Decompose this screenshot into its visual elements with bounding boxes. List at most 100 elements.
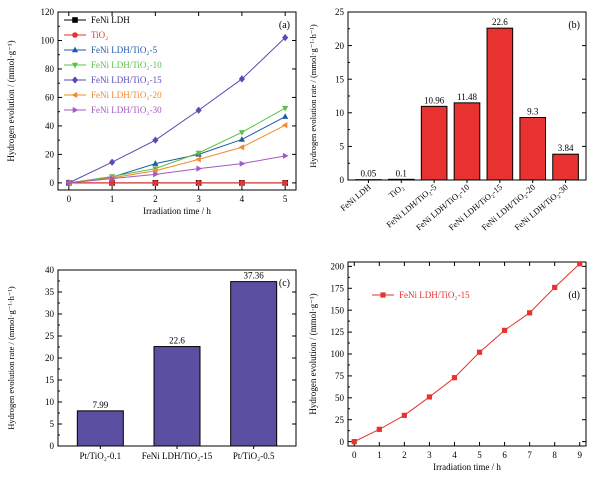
legend-label: FeNi LDH/TiO₂-30 — [91, 105, 162, 115]
panel-label: (d) — [568, 290, 580, 301]
panel-a-line-chart: 0 20 40 60 80 100 120 0 1 2 3 4 5 Irradiation time / … — [6, 7, 297, 216]
y-axis-label: Hydrogen evolution rate / (mmol·g⁻¹·h⁻¹) — [308, 24, 318, 168]
y-tick-label: 0 — [340, 175, 345, 185]
bar — [519, 117, 547, 181]
data-point — [282, 33, 289, 42]
y-tick-label: 0 — [50, 441, 55, 451]
y-tick-label: 10 — [335, 108, 345, 118]
legend-entry: FeNi LDH/TiO₂-20 — [64, 90, 162, 100]
x-tick-label: 4 — [240, 194, 245, 204]
y-tick-label: 40 — [45, 121, 55, 131]
legend-entry: FeNi LDH/TiO₂-15 — [372, 290, 470, 300]
bar-value-label: 22.6 — [492, 17, 508, 27]
data-point — [152, 180, 159, 186]
y-tick-label: 20 — [335, 41, 345, 51]
series-6 — [66, 152, 289, 186]
legend-label: FeNi LDH/TiO₂-10 — [91, 60, 162, 70]
data-point — [351, 439, 357, 445]
data-point — [281, 122, 288, 129]
data-point — [282, 113, 289, 119]
data-point — [152, 160, 159, 166]
data-point — [239, 180, 245, 186]
data-point — [282, 105, 289, 112]
series-line — [68, 124, 286, 184]
x-tick-label: 9 — [577, 450, 582, 460]
bar-value-label: 37.36 — [244, 271, 265, 281]
x-tick-label: 7 — [527, 450, 532, 460]
bar — [230, 281, 278, 447]
data-point — [376, 426, 382, 432]
data-point — [451, 375, 458, 381]
y-tick-label: 120 — [41, 7, 55, 17]
data-point — [196, 165, 202, 172]
legend-marker — [72, 32, 78, 38]
x-tick-label: 5 — [477, 450, 482, 460]
data-point — [195, 150, 202, 157]
bar-value-label: 0.05 — [361, 169, 377, 179]
bar — [552, 153, 579, 181]
bar-value-label: 9.3 — [527, 107, 539, 117]
legend-entry: FeNi LDH/TiO₂-10 — [64, 60, 162, 70]
y-tick-label: 0 — [50, 178, 55, 188]
series-1 — [66, 180, 288, 186]
plot-frame — [57, 11, 297, 191]
y-tick-label: 35 — [45, 287, 55, 297]
data-point — [577, 261, 583, 267]
legend-entry: TiO₂ — [64, 30, 108, 40]
bar — [453, 102, 481, 181]
legend-marker — [71, 46, 79, 53]
series-line — [354, 263, 581, 443]
y-tick-label: 25 — [335, 415, 345, 425]
y-tick-label: 25 — [335, 7, 345, 17]
legend-label: FeNi LDH/TiO₂-15 — [91, 75, 162, 85]
y-tick-label: 0 — [340, 437, 345, 447]
x-tick-label: 1 — [110, 194, 115, 204]
data-point — [239, 160, 246, 167]
y-tick-label: 10 — [45, 397, 55, 407]
y-tick-label: 75 — [335, 371, 345, 381]
data-point — [401, 412, 407, 418]
series-2 — [65, 113, 289, 186]
data-point — [109, 158, 116, 166]
legend-label: FeNi LDH/TiO₂-15 — [399, 290, 470, 300]
y-tick-label: 20 — [45, 353, 55, 363]
data-point — [109, 180, 115, 186]
bar-value-label: 0.1 — [396, 168, 407, 178]
panel-label: (c) — [279, 278, 290, 289]
y-tick-label: 80 — [45, 64, 55, 74]
bar — [486, 27, 514, 181]
x-tick-label: 5 — [283, 194, 288, 204]
data-point — [152, 136, 159, 144]
panel-label: (b) — [568, 20, 580, 31]
x-category-label: FeNi LDH — [338, 182, 372, 213]
y-axis-label: Hydrogen evolution / (mmol·g⁻¹) — [308, 293, 318, 414]
x-category-label: TiO₂ — [387, 182, 406, 200]
bar-value-label: 7.99 — [92, 400, 108, 410]
series-line — [68, 107, 286, 184]
legend-marker — [380, 292, 386, 298]
y-tick-label: 30 — [45, 309, 55, 319]
data-point — [527, 310, 533, 316]
data-point — [195, 106, 202, 114]
data-point — [195, 156, 201, 163]
x-category-label: Pt/TiO₂-0.5 — [233, 451, 275, 461]
panel-b-bar-chart: 0 5 10 15 20 25 Hydrogen evolution rate / (mmo… — [308, 7, 587, 232]
x-tick-label: 8 — [552, 450, 557, 460]
legend-marker — [71, 76, 79, 84]
legend-marker — [71, 62, 79, 69]
y-tick-label: 125 — [331, 327, 345, 337]
data-point — [153, 171, 159, 178]
bar — [420, 105, 448, 181]
y-axis-label: Hydrogen evolution / (mmol·g⁻¹) — [6, 40, 16, 161]
legend-marker — [71, 91, 78, 99]
x-axis-label: Irradiation time / h — [433, 462, 501, 472]
legend-label: FeNi LDH/TiO₂-5 — [91, 45, 158, 55]
bar — [153, 346, 201, 447]
legend-entry: FeNi LDH/TiO₂-5 — [64, 45, 158, 55]
y-tick-label: 5 — [50, 419, 55, 429]
data-point — [501, 327, 508, 333]
y-tick-label: 25 — [45, 331, 55, 341]
data-point — [552, 284, 558, 291]
data-point — [238, 144, 245, 151]
legend-label: FeNi LDH — [91, 15, 130, 25]
